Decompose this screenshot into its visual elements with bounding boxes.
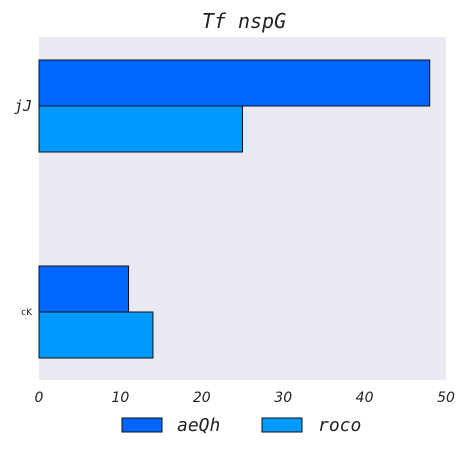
x-tick-label: 40 [356, 390, 374, 406]
legend: aeQh roco [121, 415, 361, 436]
chart-title: Tf nspG [202, 9, 286, 33]
legend-swatch-roco [261, 417, 303, 433]
bar-aeQh-jJ [38, 59, 431, 107]
y-tick-label: jJ [14, 97, 32, 115]
bar-aeQh-cK [38, 265, 130, 313]
bar-roco-cK [38, 311, 154, 359]
x-axis-ticks: 0 10 20 30 40 50 [35, 390, 455, 406]
legend-label-aeQh: aeQh [177, 415, 220, 436]
y-axis-ticks: jJ cK [14, 97, 33, 318]
legend-swatch-aeQh [121, 417, 163, 433]
x-tick-label: 30 [274, 390, 292, 406]
x-tick-label: 0 [35, 390, 44, 406]
x-tick-label: 10 [111, 390, 129, 406]
legend-label-roco: roco [318, 415, 361, 436]
y-tick-label: cK [21, 308, 33, 318]
x-tick-label: 20 [193, 390, 211, 406]
bars-group [38, 59, 431, 359]
x-tick-label: 50 [437, 390, 455, 406]
bar-roco-jJ [38, 105, 243, 153]
